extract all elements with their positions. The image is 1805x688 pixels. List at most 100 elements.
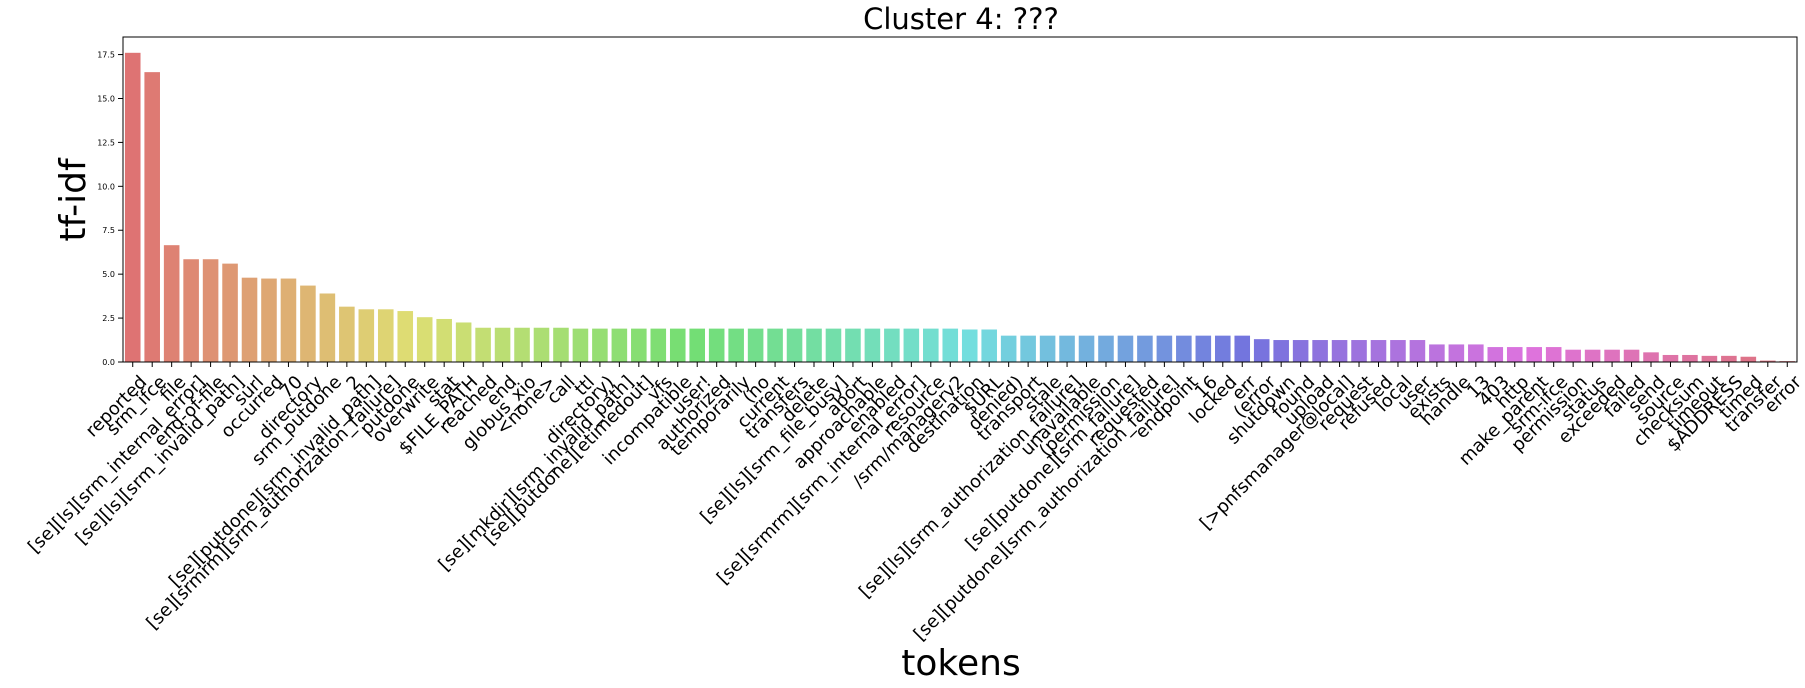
bar-16 bbox=[436, 318, 452, 362]
bar-56 bbox=[1214, 335, 1231, 362]
bar-33 bbox=[767, 328, 783, 362]
y-tick-label: 10.0 bbox=[97, 182, 115, 191]
bar-1 bbox=[144, 72, 160, 362]
bar-13 bbox=[377, 309, 394, 362]
bar-34 bbox=[786, 328, 803, 362]
y-axis: 0.0 2.5 5.0 7.5 10.0 12.5 15.0 17.5 bbox=[97, 51, 123, 367]
bar-37 bbox=[845, 328, 861, 362]
bar-41 bbox=[923, 328, 939, 362]
bar-10 bbox=[319, 293, 336, 362]
bar-23 bbox=[572, 328, 589, 362]
bar-60 bbox=[1292, 340, 1309, 362]
bar-66 bbox=[1409, 340, 1426, 362]
y-tick-label: 5.0 bbox=[102, 270, 115, 279]
bar-32 bbox=[747, 328, 764, 362]
bar-4 bbox=[202, 259, 219, 362]
bar-59 bbox=[1273, 340, 1289, 362]
y-tick-label: 12.5 bbox=[97, 138, 115, 147]
bar-7 bbox=[261, 278, 277, 362]
bar-73 bbox=[1545, 347, 1562, 362]
bar-77 bbox=[1623, 349, 1640, 362]
bar-17 bbox=[455, 322, 472, 362]
bar-0 bbox=[124, 52, 141, 363]
bar-47 bbox=[1039, 335, 1056, 362]
bar-63 bbox=[1351, 340, 1367, 362]
bar-57 bbox=[1234, 335, 1251, 362]
y-tick-label: 7.5 bbox=[102, 226, 115, 235]
bar-81 bbox=[1701, 355, 1718, 362]
bar-52 bbox=[1137, 335, 1153, 362]
y-tick-label: 17.5 bbox=[97, 51, 115, 60]
y-tick-label: 2.5 bbox=[102, 314, 115, 323]
bar-21 bbox=[533, 327, 550, 362]
bar-15 bbox=[416, 317, 433, 362]
bar-75 bbox=[1584, 349, 1601, 362]
bar-28 bbox=[669, 328, 686, 362]
bar-24 bbox=[592, 328, 608, 362]
bar-55 bbox=[1195, 335, 1212, 362]
bar-83 bbox=[1740, 356, 1757, 362]
bar-79 bbox=[1662, 354, 1679, 362]
x-axis-title: tokens bbox=[901, 643, 1020, 684]
bar-74 bbox=[1565, 349, 1581, 362]
bar-3 bbox=[183, 259, 199, 362]
bar-2 bbox=[163, 245, 180, 362]
bar-68 bbox=[1448, 344, 1465, 362]
bar-50 bbox=[1098, 335, 1114, 362]
bar-6 bbox=[241, 277, 258, 362]
bar-70 bbox=[1487, 347, 1504, 362]
bar-31 bbox=[728, 328, 744, 362]
plot-area-frame bbox=[122, 36, 1798, 363]
bar-44 bbox=[981, 329, 997, 362]
bar-9 bbox=[300, 285, 316, 362]
bar-61 bbox=[1312, 340, 1328, 362]
bar-49 bbox=[1078, 335, 1095, 362]
bar-64 bbox=[1370, 340, 1387, 362]
bar-11 bbox=[339, 306, 355, 362]
bar-54 bbox=[1176, 335, 1192, 362]
bar-78 bbox=[1643, 352, 1659, 362]
bar-39 bbox=[884, 328, 900, 362]
bar-35 bbox=[806, 328, 822, 362]
bar-48 bbox=[1059, 335, 1075, 362]
bar-76 bbox=[1604, 349, 1620, 362]
bar-26 bbox=[631, 328, 647, 362]
bar-53 bbox=[1156, 335, 1173, 362]
bar-25 bbox=[611, 328, 628, 362]
bar-22 bbox=[553, 327, 569, 362]
bar-5 bbox=[222, 263, 238, 362]
y-tick-label: 15.0 bbox=[97, 94, 115, 103]
bar-62 bbox=[1331, 340, 1348, 362]
y-axis-title: tf-idf bbox=[53, 157, 94, 242]
bar-69 bbox=[1468, 344, 1484, 362]
bar-36 bbox=[825, 328, 842, 362]
bar-38 bbox=[864, 328, 881, 362]
bar-46 bbox=[1020, 335, 1036, 362]
bar-43 bbox=[961, 329, 978, 362]
bar-82 bbox=[1721, 355, 1737, 362]
bar-30 bbox=[708, 328, 725, 362]
bar-29 bbox=[689, 328, 705, 362]
bars-group bbox=[124, 52, 1796, 363]
bar-72 bbox=[1526, 347, 1542, 362]
bar-40 bbox=[903, 328, 920, 362]
bar-18 bbox=[475, 327, 491, 362]
bar-67 bbox=[1429, 344, 1445, 362]
bar-19 bbox=[494, 327, 511, 362]
bar-12 bbox=[358, 309, 375, 362]
bar-51 bbox=[1117, 335, 1134, 362]
bar-8 bbox=[280, 278, 297, 362]
chart-title: Cluster 4: ??? bbox=[863, 2, 1059, 36]
bar-42 bbox=[942, 328, 959, 362]
bar-71 bbox=[1506, 347, 1523, 362]
bar-20 bbox=[514, 327, 530, 362]
bar-27 bbox=[650, 328, 667, 362]
bar-65 bbox=[1390, 340, 1406, 362]
bar-58 bbox=[1253, 339, 1270, 362]
bar-84 bbox=[1760, 360, 1776, 362]
bar-14 bbox=[397, 311, 414, 362]
bar-45 bbox=[1000, 335, 1017, 362]
bar-80 bbox=[1682, 354, 1698, 362]
x-axis: reportedsrm_ifcefile[se][ls][srm_interna… bbox=[24, 362, 1805, 645]
